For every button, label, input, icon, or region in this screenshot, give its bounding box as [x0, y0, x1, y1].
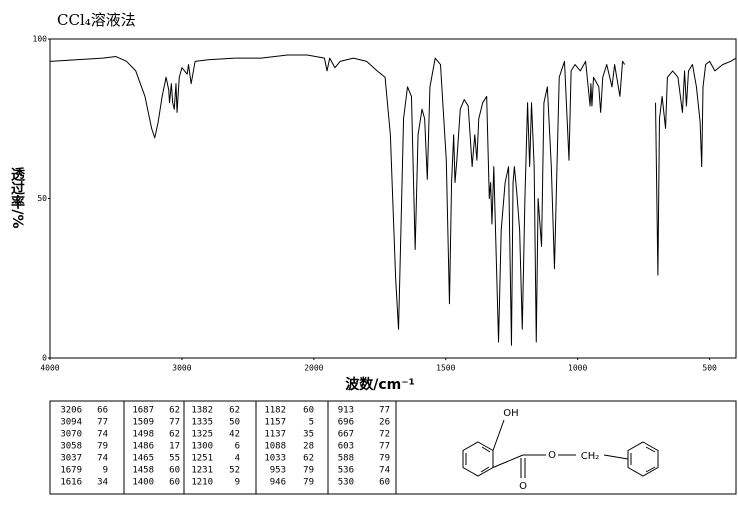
peak-wavenumber: 1687 [132, 406, 154, 416]
peak-intensity: 17 [169, 442, 180, 452]
spectrum-line [49, 54, 737, 346]
peak-wavenumber: 1465 [132, 454, 154, 464]
peak-wavenumber: 536 [338, 466, 354, 476]
x-tick-label: 4000 [40, 364, 59, 373]
peak-intensity: 6 [235, 442, 240, 452]
peak-wavenumber: 696 [338, 418, 354, 428]
peak-intensity: 74 [379, 466, 390, 476]
x-tick-label: 1500 [436, 364, 455, 373]
peak-intensity: 62 [169, 430, 180, 440]
peak-wavenumber: 1300 [191, 442, 213, 452]
peak-intensity: 77 [379, 442, 390, 452]
peak-wavenumber: 3206 [60, 406, 82, 416]
atom-label: O [548, 450, 556, 461]
peak-wavenumber: 946 [270, 478, 286, 488]
peak-wavenumber: 530 [338, 478, 354, 488]
structure-bonds [462, 419, 659, 478]
peak-intensity: 34 [97, 478, 108, 488]
peak-intensity: 66 [97, 406, 108, 416]
peak-intensity: 60 [169, 478, 180, 488]
peak-intensity: 4 [235, 454, 240, 464]
peak-wavenumber: 3094 [60, 418, 82, 428]
peak-wavenumber: 603 [338, 442, 354, 452]
peak-intensity: 9 [103, 466, 108, 476]
peak-intensity: 77 [169, 418, 180, 428]
table-frame [49, 400, 737, 495]
peak-intensity: 79 [303, 466, 314, 476]
peak-intensity: 60 [169, 466, 180, 476]
peak-wavenumber: 1335 [191, 418, 213, 428]
peak-wavenumber: 1498 [132, 430, 154, 440]
peak-wavenumber: 1157 [264, 418, 286, 428]
peak-wavenumber: 1137 [264, 430, 286, 440]
peak-wavenumber: 1210 [191, 478, 213, 488]
peak-intensity: 55 [169, 454, 180, 464]
peak-wavenumber: 1325 [191, 430, 213, 440]
peak-intensity: 79 [303, 478, 314, 488]
x-tick-label: 500 [702, 364, 717, 373]
peak-intensity: 26 [379, 418, 390, 428]
peak-intensity: 35 [303, 430, 314, 440]
peak-wavenumber: 667 [338, 430, 354, 440]
peak-wavenumber: 1458 [132, 466, 154, 476]
peak-intensity: 52 [229, 466, 240, 476]
peak-intensity: 79 [379, 454, 390, 464]
peak-wavenumber: 1616 [60, 478, 82, 488]
peak-wavenumber: 3037 [60, 454, 82, 464]
y-tick-label: 0 [42, 354, 47, 363]
peak-wavenumber: 1382 [191, 406, 213, 416]
peak-intensity: 9 [235, 478, 240, 488]
peak-wavenumber: 1400 [132, 478, 154, 488]
peak-wavenumber: 1033 [264, 454, 286, 464]
peak-wavenumber: 1509 [132, 418, 154, 428]
peak-wavenumber: 588 [338, 454, 354, 464]
peak-wavenumber: 913 [338, 406, 354, 416]
peak-intensity: 74 [97, 430, 108, 440]
peak-wavenumber: 1679 [60, 466, 82, 476]
peak-wavenumber: 1251 [191, 454, 213, 464]
peak-intensity: 50 [229, 418, 240, 428]
peak-intensity: 62 [169, 406, 180, 416]
x-tick-label: 1000 [568, 364, 587, 373]
chart-title: CCl₄溶液法 [57, 11, 136, 29]
peak-intensity: 28 [303, 442, 314, 452]
x-tick-label: 3000 [172, 364, 191, 373]
peak-wavenumber: 1486 [132, 442, 154, 452]
peak-intensity: 42 [229, 430, 240, 440]
peak-wavenumber: 1182 [264, 406, 286, 416]
peak-wavenumber: 1088 [264, 442, 286, 452]
peak-intensity: 5 [309, 418, 314, 428]
table-dividers [123, 401, 397, 494]
peak-intensity: 62 [303, 454, 314, 464]
peak-wavenumber: 953 [270, 466, 286, 476]
atom-label: OH [503, 408, 518, 419]
peak-intensity: 74 [97, 454, 108, 464]
peak-wavenumber: 1231 [191, 466, 213, 476]
peak-wavenumber: 3070 [60, 430, 82, 440]
x-tick-label: 2000 [304, 364, 323, 373]
atom-label: CH₂ [581, 451, 600, 462]
peak-intensity: 60 [379, 478, 390, 488]
peak-intensity: 79 [97, 442, 108, 452]
y-axis-label: 透过率/% [9, 167, 25, 228]
atom-label: O [519, 481, 527, 492]
peak-intensity: 72 [379, 430, 390, 440]
peak-intensity: 60 [303, 406, 314, 416]
peak-intensity: 62 [229, 406, 240, 416]
y-tick-label: 50 [37, 194, 47, 203]
peak-intensity: 77 [379, 406, 390, 416]
peak-intensity: 77 [97, 418, 108, 428]
peak-wavenumber: 3058 [60, 442, 82, 452]
x-axis-label: 波数/cm⁻¹ [345, 376, 415, 393]
y-tick-label: 100 [33, 35, 48, 44]
